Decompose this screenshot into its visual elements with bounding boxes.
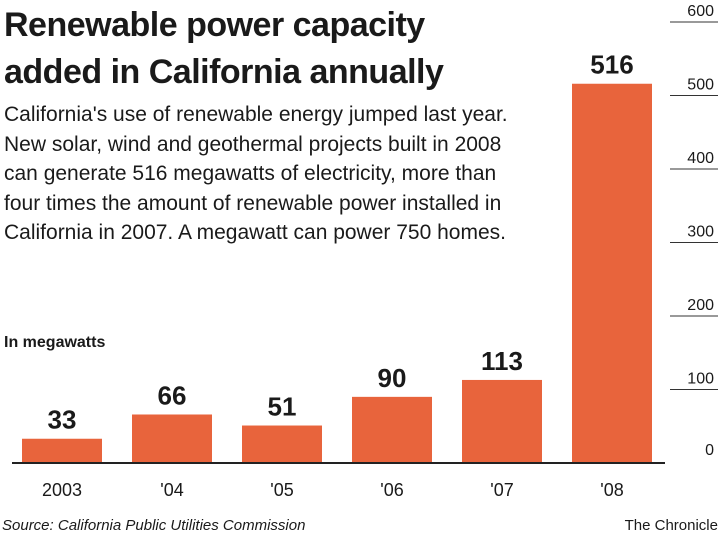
y-tick-label: 400 bbox=[687, 150, 714, 167]
y-tick-label: 300 bbox=[687, 224, 714, 241]
bar-value-label: 90 bbox=[378, 363, 407, 393]
category-label: '05 bbox=[270, 480, 293, 500]
bar-value-label: 33 bbox=[48, 405, 77, 435]
title-line-2: added in California annually bbox=[4, 53, 444, 91]
bar bbox=[132, 414, 212, 463]
category-label: '06 bbox=[380, 480, 403, 500]
category-label: '04 bbox=[160, 480, 183, 500]
bar-value-label: 51 bbox=[268, 392, 297, 422]
category-label: 2003 bbox=[42, 480, 82, 500]
chart-title: Renewable power capacity added in Califo… bbox=[4, 2, 524, 96]
y-axis: 0 100 200 300 400 500 600 bbox=[670, 3, 718, 459]
chart-description: California's use of renewable energy jum… bbox=[4, 103, 508, 244]
y-tick-label: 100 bbox=[687, 371, 714, 388]
bar bbox=[572, 83, 652, 464]
y-tick-label: 0 bbox=[705, 442, 714, 459]
category-label: '07 bbox=[490, 480, 513, 500]
bar bbox=[462, 379, 542, 463]
bar bbox=[242, 425, 322, 463]
bar-value-label: 516 bbox=[590, 50, 633, 80]
source-note: Source: California Public Utilities Comm… bbox=[2, 517, 306, 534]
bar-series: 33 2003 66 '04 51 '05 90 '06 113 '07 516 '08 bbox=[22, 50, 652, 500]
bar bbox=[22, 438, 102, 463]
bar bbox=[352, 396, 432, 463]
bar-value-label: 66 bbox=[158, 380, 187, 410]
category-label: '08 bbox=[600, 480, 623, 500]
title-line-1: Renewable power capacity bbox=[4, 6, 425, 44]
unit-label: In megawatts bbox=[4, 334, 106, 351]
bar-value-label: 113 bbox=[481, 346, 523, 376]
y-tick-label: 200 bbox=[687, 297, 714, 314]
y-tick-label: 600 bbox=[687, 3, 714, 20]
y-tick-label: 500 bbox=[687, 77, 714, 94]
credit-note: The Chronicle bbox=[624, 517, 718, 534]
